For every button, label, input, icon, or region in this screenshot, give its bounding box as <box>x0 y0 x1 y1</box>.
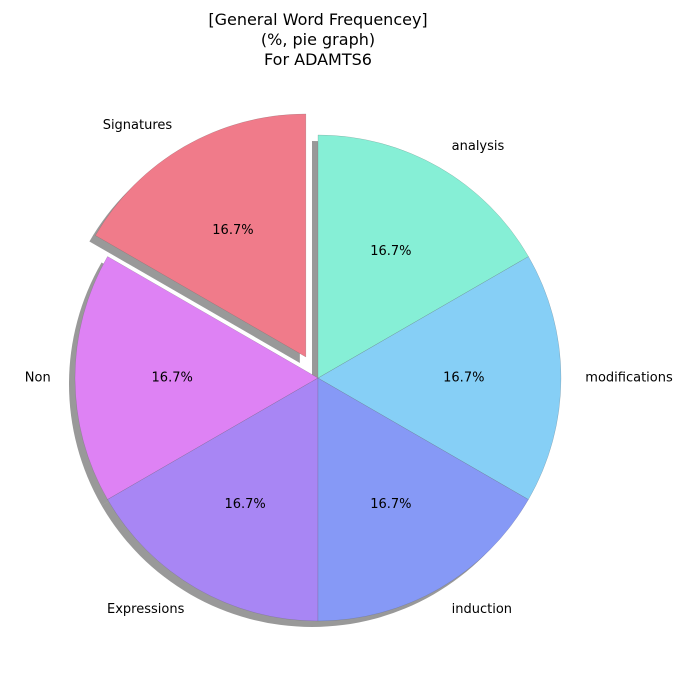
pie-label-modifications: modifications <box>585 371 673 386</box>
chart-title-line-1: [General Word Frequencey] <box>208 10 427 29</box>
pie-slice-non <box>74 256 319 500</box>
chart-title-line-2: (%, pie graph) <box>261 30 375 49</box>
pie-slice-induction <box>317 377 529 622</box>
pie-pct-label-modifications: 16.7% <box>443 371 484 386</box>
pie-label-signatures: Signatures <box>103 118 173 133</box>
pie-label-analysis: analysis <box>452 139 505 154</box>
pie-pct-label-analysis: 16.7% <box>370 244 411 259</box>
pie-slice-analysis <box>317 134 529 379</box>
pie-label-induction: induction <box>452 602 512 617</box>
pie-label-non: Non <box>25 371 51 386</box>
pie-pct-label-signatures: 16.7% <box>212 223 253 238</box>
pie-pct-label-non: 16.7% <box>152 371 193 386</box>
pie-label-expressions: Expressions <box>107 602 185 617</box>
chart-title-line-3: For ADAMTS6 <box>264 50 372 69</box>
pie-slice-expressions <box>107 377 319 622</box>
pie-slice-modifications <box>317 256 562 500</box>
pie-slice-signatures <box>95 113 306 358</box>
chart-title: [General Word Frequencey] (%, pie graph)… <box>208 10 427 69</box>
pie-slices <box>74 113 562 622</box>
pie-pct-label-expressions: 16.7% <box>224 497 265 512</box>
pie-labels: Signatures 16.7% Non 16.7% Expressions 16.7% i… <box>25 118 673 617</box>
pie-pct-label-induction: 16.7% <box>370 497 411 512</box>
